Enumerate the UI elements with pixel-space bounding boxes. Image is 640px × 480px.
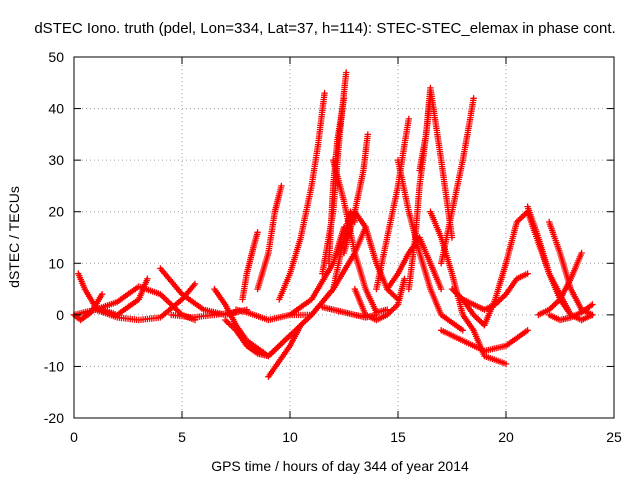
series-markers — [222, 316, 294, 360]
x-axis-label: GPS time / hours of day 344 of year 2014 — [211, 458, 469, 474]
series-markers — [330, 156, 391, 316]
y-axis-label: dSTEC / TECUs — [6, 186, 22, 288]
series-markers — [276, 89, 328, 303]
series-arc-31 — [459, 270, 531, 313]
chart-title: dSTEC Iono. truth (pdel, Lon=334, Lat=37… — [34, 20, 615, 37]
y-tick-label: 50 — [48, 49, 64, 65]
series-arc-32 — [481, 208, 574, 329]
series-markers — [438, 327, 531, 355]
series-markers — [340, 131, 371, 257]
series-markers — [438, 95, 477, 267]
series-layer — [70, 69, 596, 380]
series-arc-16 — [325, 95, 348, 267]
series-arc-36 — [546, 301, 596, 324]
y-tick-label: 20 — [48, 204, 64, 220]
series-arc-13 — [276, 89, 328, 303]
series-arc-21 — [351, 275, 408, 324]
series-markers — [325, 95, 348, 267]
y-tick-label: -10 — [44, 358, 64, 374]
series-arc-26 — [416, 84, 456, 241]
series-arc-8 — [222, 316, 294, 360]
y-tick-label: -20 — [44, 410, 64, 426]
series-arc-29 — [438, 327, 531, 355]
series-arc-10 — [239, 229, 261, 303]
series-arc-24 — [394, 156, 466, 334]
x-tick-label: 10 — [282, 429, 298, 445]
series-markers — [535, 249, 585, 319]
y-tick-label: 0 — [56, 307, 64, 323]
y-tick-label: 40 — [48, 101, 64, 117]
x-tick-label: 5 — [178, 429, 186, 445]
series-markers — [265, 322, 304, 380]
series-arc-11 — [254, 182, 285, 293]
series-arc-12 — [265, 322, 304, 380]
series-markers — [239, 229, 261, 303]
series-arc-9 — [232, 224, 348, 324]
series-markers — [481, 208, 574, 329]
x-tick-label: 25 — [606, 429, 622, 445]
series-markers — [459, 270, 531, 313]
series-arc-20 — [340, 131, 371, 257]
plot-frame — [73, 56, 615, 419]
series-markers — [92, 280, 199, 324]
series-arc-4 — [92, 280, 199, 324]
series-arc-28 — [438, 95, 477, 267]
x-tick-label: 20 — [498, 429, 514, 445]
tick-layer: 0 5 10 15 20 25 -20 -10 0 10 20 30 40 50 — [44, 49, 622, 445]
series-markers — [254, 182, 285, 293]
x-tick-label: 15 — [390, 429, 406, 445]
series-markers — [232, 224, 348, 324]
series-arc-17 — [330, 156, 391, 316]
grid — [74, 57, 614, 418]
series-markers — [546, 301, 596, 324]
x-tick-label: 0 — [70, 429, 78, 445]
y-tick-label: 30 — [48, 152, 64, 168]
series-markers — [416, 84, 456, 241]
series-markers — [394, 156, 466, 334]
series-markers — [351, 275, 408, 324]
y-tick-label: 10 — [48, 255, 64, 271]
series-arc-35 — [535, 249, 585, 319]
